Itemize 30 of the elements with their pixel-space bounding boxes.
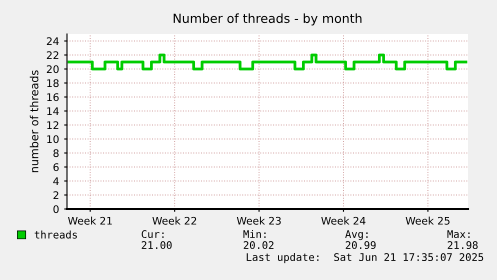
x-tick-label: Week 22 xyxy=(152,216,196,225)
y-tick-label: 8 xyxy=(53,149,59,158)
x-tick-label: Week 25 xyxy=(406,216,450,225)
text: 21.00 xyxy=(142,241,172,250)
text: 21.98 xyxy=(448,241,478,250)
y-tick-label: 0 xyxy=(53,205,59,214)
y-tick-label: 22 xyxy=(46,51,58,59)
y-tick-label: 20 xyxy=(46,65,59,74)
y-tick-label: 10 xyxy=(47,135,59,144)
text: Max: xyxy=(447,230,470,238)
y-tick-label: 16 xyxy=(47,93,59,102)
text: Last update: Sat Jun 21 17:35:07 2025 xyxy=(246,252,484,264)
x-tick-label: Week 23 xyxy=(236,216,281,225)
y-tick-label: 12 xyxy=(47,121,58,129)
text: 20.99 xyxy=(346,241,376,250)
legend-label: threads xyxy=(34,230,77,239)
text: 20.02 xyxy=(244,241,274,250)
text: Avg: xyxy=(345,230,368,240)
y-tick-label: 2 xyxy=(53,191,58,199)
text: Cur: xyxy=(142,230,164,238)
y-tick-label: 24 xyxy=(46,37,59,45)
chart-title: Number of threads - by month xyxy=(174,13,362,26)
y-tick-label: 14 xyxy=(47,107,59,115)
x-tick-label: Week 24 xyxy=(321,216,366,225)
y-tick-label: 18 xyxy=(47,79,59,88)
y-axis-title: number of threads xyxy=(30,70,38,172)
y-tick-label: 6 xyxy=(53,163,59,172)
y-tick-label: 4 xyxy=(53,177,59,185)
x-tick-label: Week 21 xyxy=(68,216,112,225)
text: Min: xyxy=(243,230,266,238)
